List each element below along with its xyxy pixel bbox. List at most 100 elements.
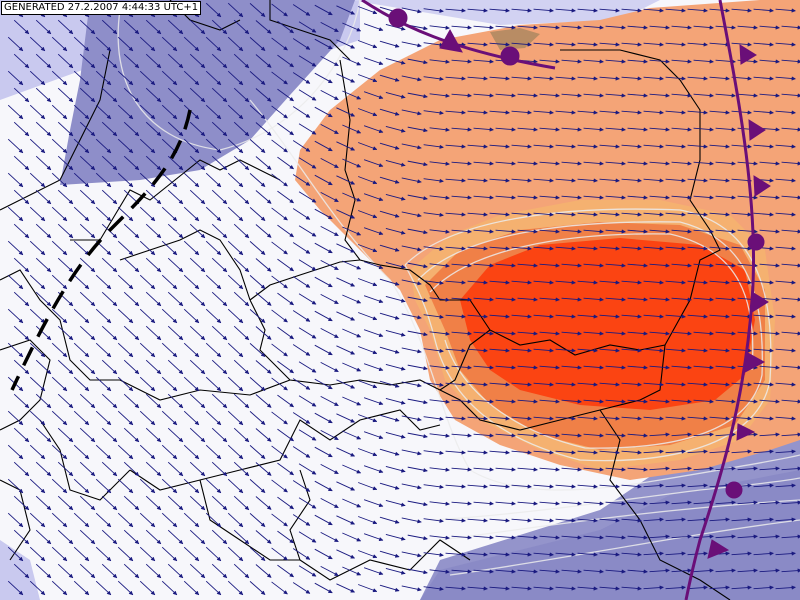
wind-arrow-head [222, 573, 228, 579]
wind-arrow-head [112, 573, 118, 579]
wind-arrow-head [769, 178, 775, 183]
wind-arrow-head [615, 212, 621, 217]
wind-arrow-head [511, 161, 517, 166]
front-symbol [707, 539, 730, 559]
wind-arrow-head [68, 437, 74, 443]
wind-arrow-head [194, 148, 200, 154]
wind-arrow-head [725, 76, 731, 81]
wind-arrow-head [327, 181, 333, 186]
wind-arrow-head [769, 551, 775, 556]
wind-arrow-head [665, 466, 671, 471]
wind-arrow-head [417, 9, 422, 14]
wind-arrow-head [571, 450, 577, 455]
wind-arrow-head [222, 505, 228, 511]
wind-arrow-head [378, 231, 384, 236]
front-symbol [439, 28, 463, 53]
wind-arrow-head [461, 518, 467, 523]
wind-arrow-head [483, 518, 489, 523]
wind-arrow-head [533, 399, 539, 404]
wind-arrow-head [571, 586, 577, 591]
wind-arrow-head [84, 556, 90, 562]
wind-arrow-head [555, 399, 561, 404]
wind-arrow-head [194, 46, 200, 52]
wind-arrow-head [283, 318, 288, 323]
wind-arrow-head [445, 93, 451, 98]
wind-arrow-head [461, 450, 467, 455]
wind-arrow-head [687, 127, 693, 132]
wind-arrow-head [659, 517, 665, 522]
wind-arrow-head [150, 352, 156, 358]
wind-arrow-head [703, 314, 709, 319]
wind-arrow-head [178, 573, 184, 579]
wind-arrow-head [747, 42, 753, 47]
wind-arrow-head [24, 199, 30, 205]
wind-arrow-head [134, 505, 140, 511]
wind-arrow-head [289, 538, 295, 544]
wind-arrow-head [533, 25, 539, 30]
wind-arrow-head [84, 216, 90, 222]
wind-arrow-head [527, 348, 533, 353]
wind-arrow-head [731, 466, 737, 471]
wind-arrow-head [665, 365, 671, 370]
wind-arrow-head [172, 556, 178, 562]
wind-arrow-head [24, 131, 30, 137]
wind-arrow-head [62, 488, 68, 494]
wind-arrow-head [400, 264, 406, 269]
wind-arrow-head [68, 199, 74, 205]
wind-arrow-head [378, 299, 384, 304]
wind-arrow-head [445, 25, 451, 30]
wind-arrow-head [350, 214, 356, 219]
wind-arrow-head [216, 182, 222, 188]
wind-arrow-head [327, 419, 333, 424]
wind-arrow-head [725, 348, 731, 353]
wind-arrow-head [244, 63, 250, 69]
wind-arrow-head [327, 79, 333, 84]
wind-arrow-head [423, 230, 428, 235]
wind-arrow-head [775, 229, 781, 234]
wind-arrows [7, 2, 800, 596]
wind-arrow-head [156, 437, 162, 443]
wind-arrow-head [791, 76, 797, 81]
wind-arrow-head [577, 195, 583, 200]
wind-arrow-head [577, 263, 583, 268]
wind-arrow-head [489, 229, 495, 234]
wind-arrow-head [327, 351, 333, 356]
wind-arrow-head [439, 484, 445, 489]
wind-arrow-head [511, 569, 517, 574]
wind-arrow-head [112, 29, 118, 35]
wind-arrow-head [439, 450, 445, 455]
wind-arrow-head [593, 8, 599, 13]
wind-arrow-head [637, 42, 643, 47]
wind-arrow-head [311, 572, 317, 577]
wind-arrow-head [216, 556, 222, 562]
wind-arrow-head [305, 249, 311, 254]
wind-arrow-head [467, 93, 473, 98]
wind-arrow-head [311, 198, 317, 203]
wind-arrow-head [356, 571, 362, 576]
wind-arrow-head [311, 470, 317, 475]
wind-arrow-head [106, 284, 112, 290]
wind-arrow-head [599, 263, 605, 268]
wind-arrow-head [378, 401, 384, 406]
wind-arrow-head [571, 484, 577, 489]
wind-arrow-head [106, 250, 112, 256]
wind-arrow-head [134, 335, 140, 341]
wind-arrow-head [238, 148, 244, 154]
wind-arrow-head [200, 471, 206, 477]
wind-arrow-head [327, 113, 333, 118]
wind-arrow-head [621, 127, 627, 132]
wind-arrow-head [747, 382, 753, 387]
wind-arrow-head [378, 469, 384, 474]
wind-arrow-head [725, 314, 731, 319]
wind-arrow-head [394, 179, 400, 184]
wind-arrow-head [681, 42, 687, 47]
wind-arrow-head [156, 403, 162, 409]
wind-arrow-head [216, 148, 222, 154]
wind-arrow-head [665, 127, 671, 132]
wind-arrow-head [467, 569, 473, 574]
wind-arrow-head [439, 348, 445, 353]
wind-arrow-head [769, 76, 775, 81]
pressure-zone [60, 0, 355, 185]
wind-arrow-head [549, 246, 555, 251]
wind-arrow-head [461, 280, 467, 285]
